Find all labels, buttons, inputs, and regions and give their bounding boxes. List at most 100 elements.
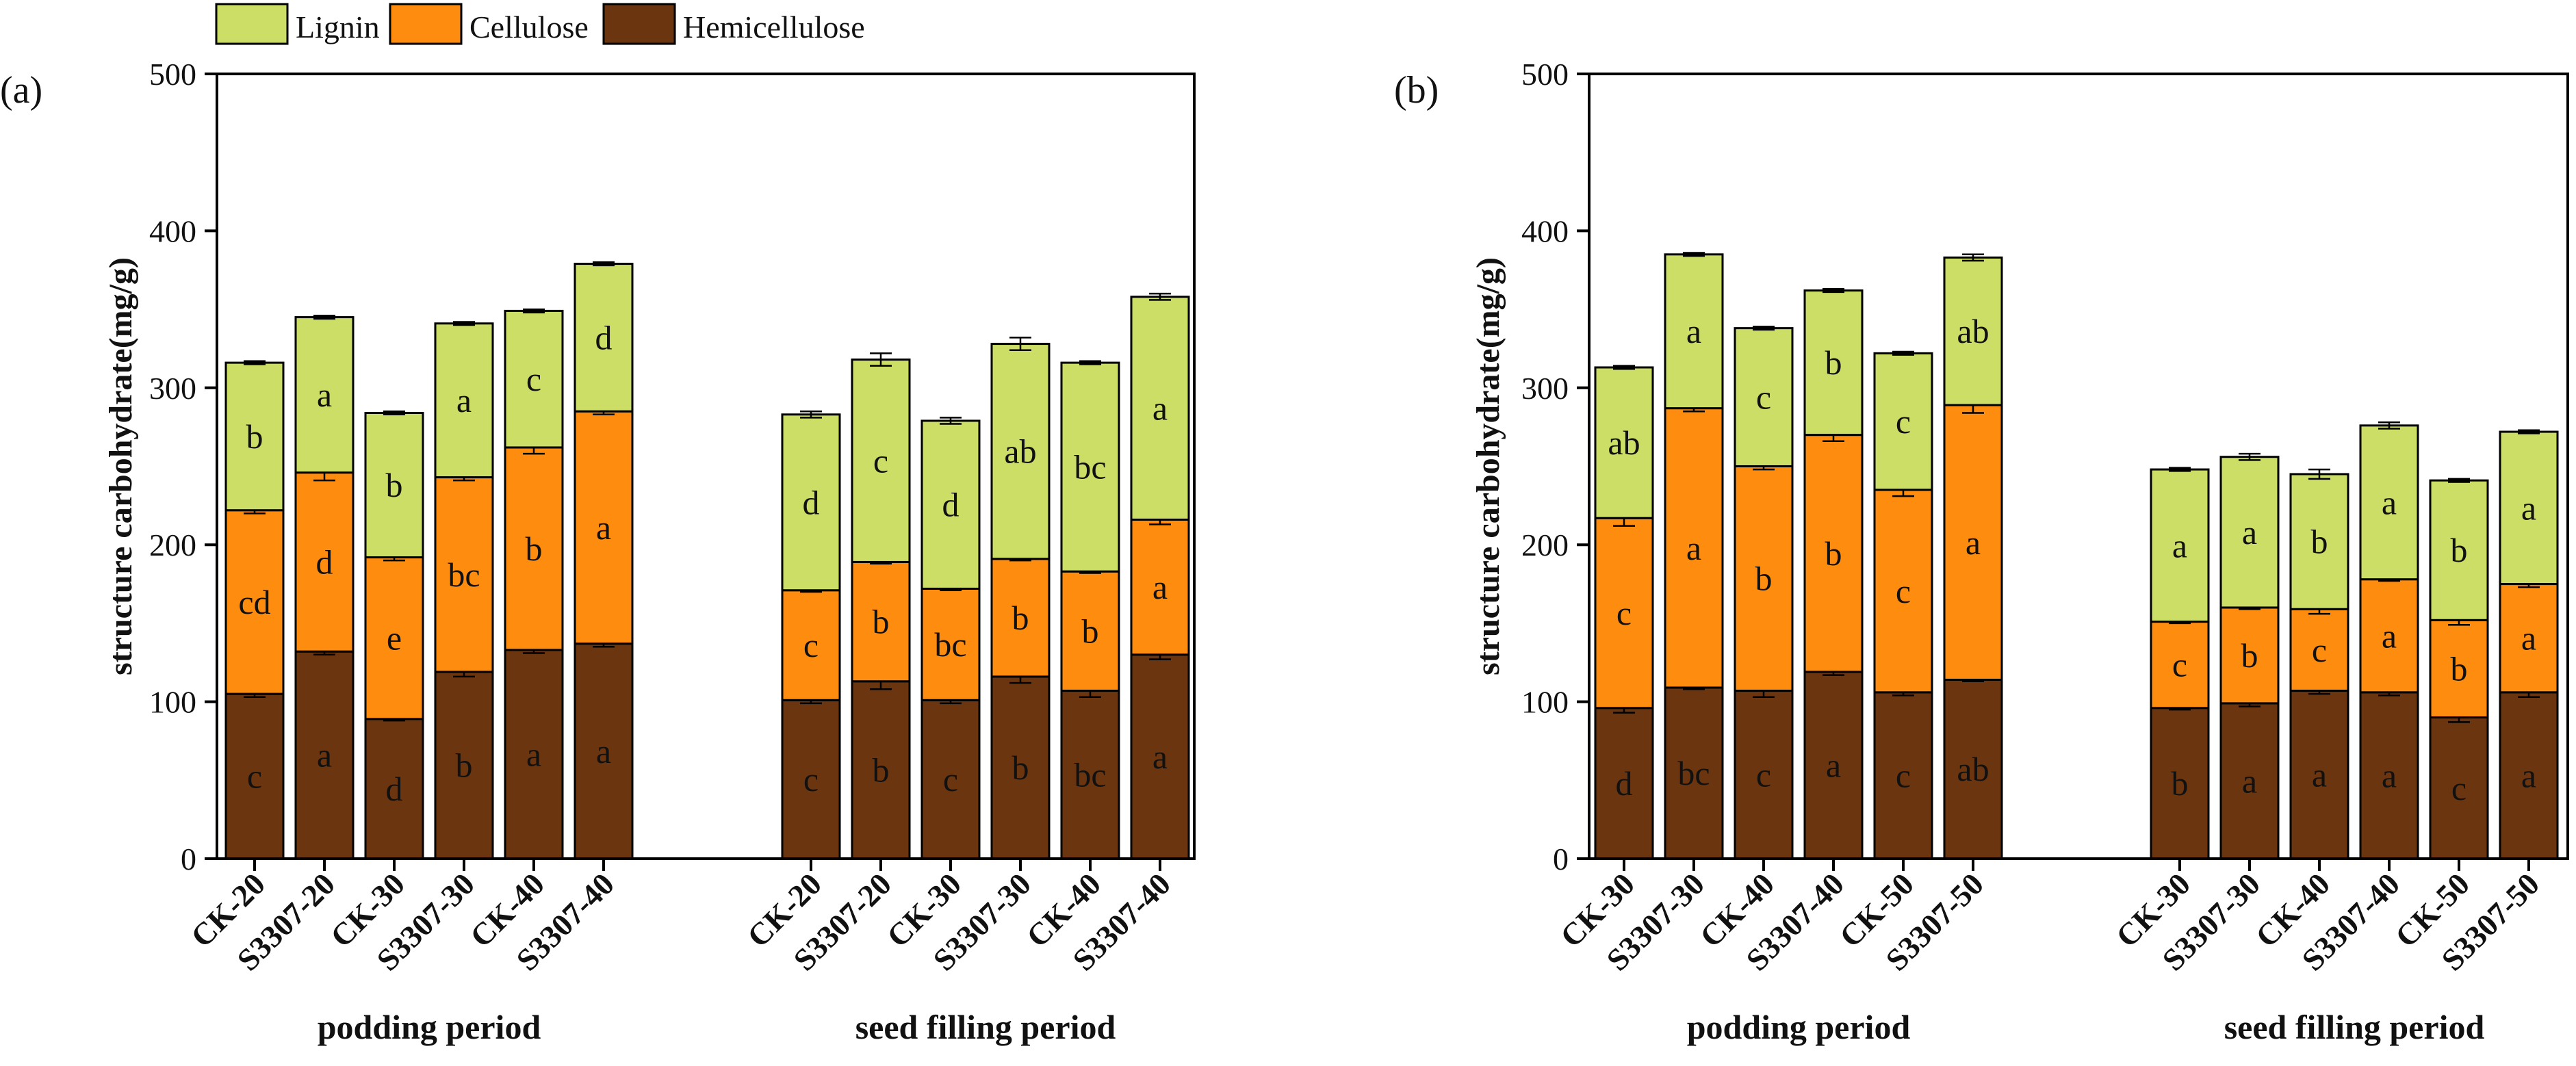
panel-a-letter-podding-period-ck-20-hemicellulose: c — [247, 757, 262, 796]
panel-b-y-axis-label: structure carbohydrate(mg/g) — [1470, 257, 1506, 675]
panel-a-letter-podding-period-ck-20-cellulose: cd — [238, 583, 270, 621]
panel-b-bar-seed-filling-period-ck-30-hemicellulose — [2150, 707, 2210, 860]
panel-b-errorbar-seed-filling-period-s3307-50-lignin — [2518, 429, 2540, 434]
panel-b: (b) structure carbohydrate(mg/g) 0 100 200 30… — [1394, 57, 2569, 1046]
panel-b-ytick-300: 300 — [1521, 371, 1569, 406]
panel-b-errorbar-podding-period-ck-40-lignin — [1753, 326, 1775, 331]
panel-a-errorbar-podding-period-ck-20-lignin — [244, 360, 266, 365]
panel-a-errorbar-podding-period-ck-40-lignin — [523, 308, 545, 313]
panel-a-bar-seed-filling-period-ck-30-cellulose — [920, 587, 981, 701]
panel-a-letter-seed-filling-period-s3307-30-hemicellulose: b — [1012, 749, 1029, 787]
panel-b-bar-podding-period-ck-30-lignin — [1594, 366, 1654, 519]
panel-b-bar-podding-period-ck-40-lignin — [1734, 327, 1794, 467]
panel-a-letter-podding-period-ck-30-hemicellulose: d — [386, 770, 403, 808]
panel-a-letter-seed-filling-period-s3307-40-cellulose: a — [1152, 568, 1168, 606]
panel-b-bar-seed-filling-period-s3307-40-lignin — [2359, 424, 2419, 581]
panel-b-errorbar-podding-period-ck-30-lignin — [1613, 365, 1635, 370]
legend-swatch-hemicellulose — [602, 3, 676, 45]
panel-a-errorbar-seed-filling-period-s3307-30-lignin — [1009, 337, 1031, 351]
panel-a-bar-podding-period-ck-40-hemicellulose — [504, 649, 564, 860]
panel-a-bar-seed-filling-period-ck-20-lignin — [781, 413, 841, 592]
panel-b-bar-seed-filling-period-ck-30-cellulose — [2150, 621, 2210, 710]
panel-a-bar-podding-period-s3307-30-hemicellulose — [434, 671, 494, 860]
panel-a-letter-seed-filling-period-s3307-20-hemicellulose: b — [873, 751, 890, 789]
panel-b-letter-seed-filling-period-s3307-30-cellulose: b — [2241, 636, 2258, 675]
panel-a: (a) structure carbohydrate(mg/g) 0 100 200 30… — [0, 57, 1196, 1046]
panel-a-letter-seed-filling-period-ck-40-cellulose: b — [1082, 612, 1099, 650]
panel-a-bar-seed-filling-period-s3307-20-cellulose — [851, 560, 911, 683]
panel-b-bar-seed-filling-period-ck-40-lignin — [2289, 473, 2349, 610]
panel-a-letter-seed-filling-period-s3307-40-hemicellulose: a — [1152, 738, 1168, 776]
panel-a-letter-podding-period-s3307-40-cellulose: a — [596, 508, 611, 547]
panel-b-letter-seed-filling-period-ck-30-cellulose: c — [2172, 646, 2187, 684]
panel-a-bar-seed-filling-period-ck-30-hemicellulose — [920, 699, 981, 860]
panel-a-letter-podding-period-s3307-30-hemicellulose: b — [456, 746, 473, 785]
panel-b-bar-seed-filling-period-ck-50-cellulose — [2429, 619, 2489, 719]
panel-b-bar-seed-filling-period-s3307-30-hemicellulose — [2219, 702, 2280, 860]
panel-a-letter-podding-period-s3307-30-cellulose: bc — [448, 556, 480, 594]
panel-b-bar-seed-filling-period-ck-40-hemicellulose — [2289, 690, 2349, 860]
panel-b-plot-frame — [1588, 73, 2569, 860]
panel-a-letter-podding-period-s3307-40-lignin: d — [595, 318, 613, 356]
panel-a-letter-seed-filling-period-ck-30-cellulose: bc — [934, 625, 966, 664]
panel-a-letter-podding-period-s3307-20-lignin: a — [317, 376, 332, 414]
panel-a-errorbar-podding-period-s3307-30-lignin — [453, 321, 475, 326]
panel-a-label: (a) — [0, 69, 42, 112]
panel-b-group-label-podding-period: podding period — [1687, 1008, 1911, 1046]
panel-b-bar-podding-period-ck-30-cellulose — [1594, 517, 1654, 710]
panel-a-errorbar-seed-filling-period-s3307-20-lignin — [870, 352, 892, 367]
panel-a-ytick-100: 100 — [149, 685, 196, 720]
panel-a-letter-podding-period-s3307-30-lignin: a — [456, 381, 472, 419]
panel-b-letter-podding-period-ck-40-cellulose: b — [1755, 560, 1773, 598]
panel-b-letter-seed-filling-period-ck-40-lignin: b — [2311, 523, 2328, 561]
panel-b-letter-podding-period-ck-40-lignin: c — [1756, 378, 1771, 417]
panel-b-ytick-0: 0 — [1553, 842, 1569, 876]
panel-a-bar-seed-filling-period-ck-40-lignin — [1060, 361, 1120, 573]
panel-a-bar-seed-filling-period-ck-40-cellulose — [1060, 570, 1120, 692]
panel-a-letter-seed-filling-period-s3307-30-lignin: ab — [1004, 432, 1036, 471]
legend-label-lignin: Lignin — [296, 10, 380, 44]
panel-b-bar-seed-filling-period-s3307-50-cellulose — [2499, 583, 2559, 694]
panel-b-letter-seed-filling-period-ck-40-cellulose: c — [2312, 631, 2327, 669]
panel-a-letter-podding-period-s3307-20-cellulose: d — [316, 543, 333, 581]
panel-b-letter-podding-period-ck-30-hemicellulose: d — [1616, 764, 1633, 803]
panel-a-ytick-400: 400 — [149, 213, 196, 248]
panel-a-errorbar-seed-filling-period-s3307-40-lignin — [1149, 292, 1171, 301]
panel-b-bar-podding-period-ck-40-cellulose — [1734, 465, 1794, 692]
panel-a-letter-seed-filling-period-ck-30-lignin: d — [942, 486, 959, 524]
panel-b-bar-podding-period-s3307-30-lignin — [1664, 253, 1724, 410]
panel-a-bar-seed-filling-period-s3307-30-hemicellulose — [990, 675, 1051, 860]
panel-b-letter-podding-period-s3307-40-lignin: b — [1825, 343, 1842, 382]
panel-b-letter-seed-filling-period-s3307-30-lignin: a — [2242, 513, 2257, 551]
panel-b-letter-seed-filling-period-ck-50-hemicellulose: c — [2451, 769, 2466, 807]
panel-b-label: (b) — [1394, 69, 1439, 112]
panel-b-letter-podding-period-s3307-50-hemicellulose: ab — [1957, 750, 1989, 788]
panel-a-bar-podding-period-ck-30-hemicellulose — [364, 718, 424, 860]
panel-b-ytick-200: 200 — [1521, 528, 1569, 562]
panel-b-errorbar-seed-filling-period-ck-40-lignin — [2308, 468, 2330, 480]
panel-a-letter-podding-period-s3307-40-hemicellulose: a — [596, 732, 611, 770]
panel-b-letter-seed-filling-period-s3307-50-cellulose: a — [2521, 619, 2536, 658]
panel-a-letter-podding-period-ck-20-lignin: b — [246, 417, 263, 456]
panel-a-ytick-300: 300 — [149, 371, 196, 406]
panel-b-letter-podding-period-s3307-30-hemicellulose: bc — [1677, 754, 1710, 792]
panel-b-bar-podding-period-s3307-40-cellulose — [1803, 434, 1864, 673]
panel-a-errorbar-seed-filling-period-ck-40-lignin — [1079, 360, 1101, 365]
panel-a-errorbar-podding-period-s3307-20-lignin — [313, 315, 335, 320]
panel-a-letter-seed-filling-period-s3307-30-cellulose: b — [1012, 599, 1029, 637]
panel-a-letter-seed-filling-period-s3307-40-lignin: a — [1152, 389, 1168, 428]
panel-a-plot-frame — [216, 73, 1196, 860]
panel-a-bar-seed-filling-period-s3307-20-lignin — [851, 359, 911, 563]
panel-b-ytick-100: 100 — [1521, 685, 1569, 720]
panel-b-group-label-seed-filling-period: seed filling period — [2224, 1008, 2485, 1046]
panel-b-errorbar-seed-filling-period-s3307-40-lignin — [2378, 421, 2400, 430]
panel-a-ytick-0: 0 — [181, 842, 196, 876]
panel-b-errorbar-seed-filling-period-ck-30-lignin — [2169, 467, 2191, 472]
panel-a-bar-seed-filling-period-s3307-30-lignin — [990, 343, 1051, 560]
panel-b-errorbar-podding-period-ck-50-lignin — [1892, 350, 1914, 356]
panel-b-bar-podding-period-s3307-30-cellulose — [1664, 407, 1724, 689]
panel-b-letter-seed-filling-period-ck-30-hemicellulose: b — [2172, 764, 2189, 803]
panel-a-bar-podding-period-s3307-30-cellulose — [434, 476, 494, 673]
panel-a-bar-podding-period-s3307-20-cellulose — [294, 471, 355, 653]
